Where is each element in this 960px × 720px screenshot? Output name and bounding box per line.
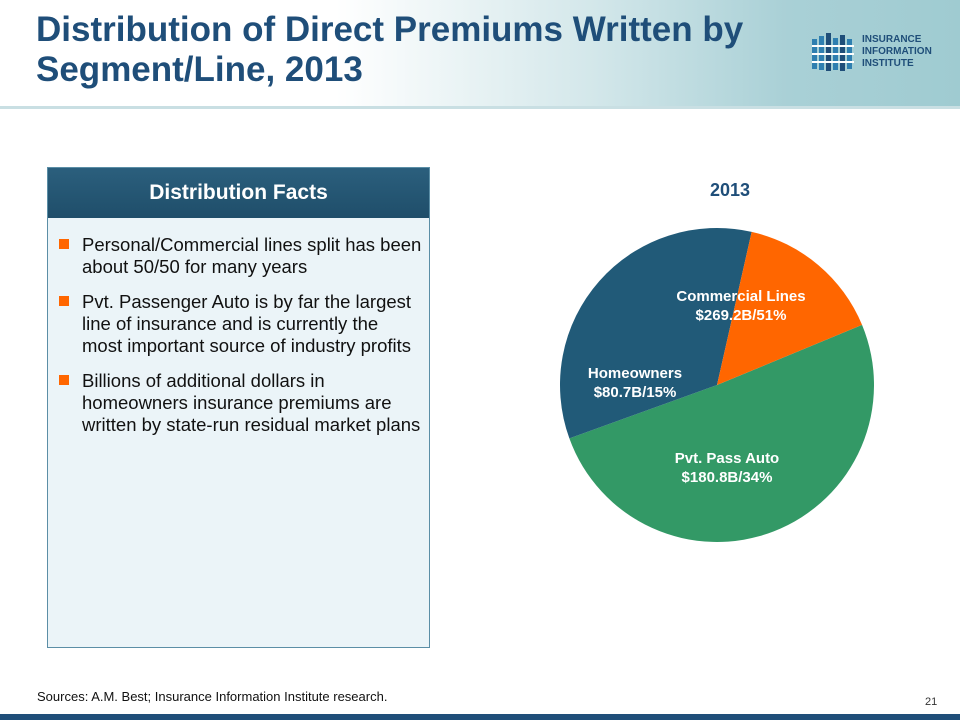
pie-slice-homeowners: [717, 231, 863, 385]
pie-slice-pvt-pass-auto: [560, 228, 752, 439]
fact-item: Personal/Commercial lines split has been…: [58, 234, 422, 278]
iii-logo-icon: [812, 33, 854, 71]
square-bullet-icon: [59, 375, 69, 385]
chart-title: 2013: [709, 180, 751, 200]
iii-logo: INSURANCE INFORMATION INSTITUTE: [812, 33, 952, 75]
facts-list: Personal/Commercial lines split has been…: [58, 234, 422, 449]
pie-slice-commercial-lines: [569, 324, 875, 543]
title-banner: Distribution of Direct Premiums Written …: [0, 0, 960, 109]
pie-label-homeowners: Homeowners $80.7B/15%: [588, 365, 682, 401]
fact-item: Pvt. Passenger Auto is by far the larges…: [58, 291, 422, 357]
sources-note: Sources: A.M. Best; Insurance Informatio…: [37, 689, 388, 704]
pie-label-commercial-lines: Commercial Lines $269.2B/51%: [676, 288, 805, 324]
page-number: 21: [925, 696, 938, 708]
iii-logo-text: INSURANCE INFORMATION INSTITUTE: [862, 34, 932, 69]
bottom-bar: [0, 714, 960, 720]
square-bullet-icon: [59, 239, 69, 249]
distribution-facts-panel: Distribution Facts Personal/Commercial l…: [47, 167, 430, 648]
facts-header: Distribution Facts: [48, 168, 429, 218]
fact-item: Billions of additional dollars in homeow…: [58, 370, 422, 436]
slide-title: Distribution of Direct Premiums Written …: [36, 10, 744, 89]
pie-label-pvt-pass-auto: Pvt. Pass Auto $180.8B/34%: [675, 450, 779, 486]
square-bullet-icon: [59, 296, 69, 306]
